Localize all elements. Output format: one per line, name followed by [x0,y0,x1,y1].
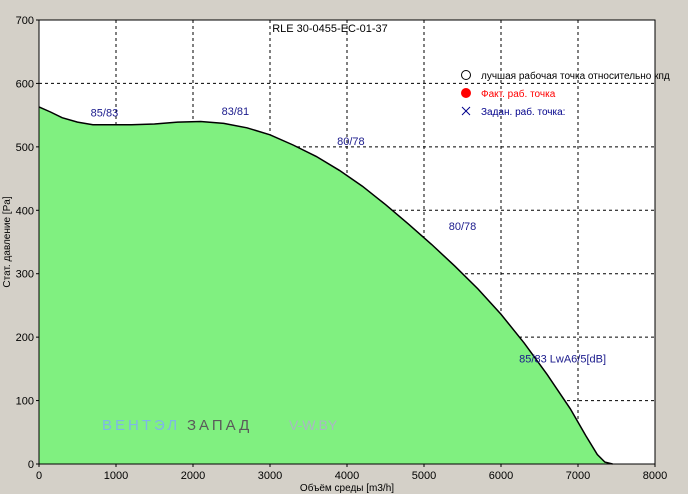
y-tick-label-5: 500 [16,142,34,154]
x-axis-label: Объём среды [m3/h] [300,482,394,494]
x-tick-label-1: 1000 [104,470,128,482]
watermark-part2: ЗАПАД [187,417,252,434]
curve-annotation-2: 80/78 [337,136,365,148]
actual-point-legend-icon [461,88,471,98]
x-tick-label-2: 2000 [181,470,205,482]
curve-annotation-1: 83/81 [222,106,250,118]
performance-curve-line [38,106,613,465]
y-tick-label-2: 200 [16,332,34,344]
x-tick-label-8: 8000 [643,470,667,482]
target-point-legend-icon [461,106,471,116]
best-point-legend-icon [461,70,471,80]
curve-annotations: 85/83 83/81 80/78 80/78 85/83 LwA6/5[dB] [91,106,606,365]
y-tick-label-6: 600 [16,78,34,90]
legend-target-point-label: Задан. раб. точка: [481,106,565,118]
y-axis-ticks: 0 100 200 300 400 500 600 700 [16,15,39,471]
legend-actual-point-label: Факт. раб. точка [481,88,556,100]
x-tick-label-7: 7000 [566,470,590,482]
watermark-part1: ВЕНТЭЛ [102,417,180,434]
curve-annotation-0: 85/83 [91,107,119,119]
watermark: ВЕНТЭЛ ЗАПАД V-W.BY [102,417,338,434]
y-axis-label: Стат. давление [Pa] [2,196,13,287]
x-tick-label-0: 0 [36,470,42,482]
y-tick-label-4: 400 [16,205,34,217]
chart-title: RLE 30-0455-EC-01-37 [272,23,388,35]
legend: лучшая рабочая точка относительно кпд Фа… [461,70,670,118]
performance-area [39,106,613,465]
y-tick-label-7: 700 [16,15,34,27]
x-tick-label-3: 3000 [258,470,282,482]
x-tick-label-4: 4000 [335,470,359,482]
watermark-part3: V-W.BY [289,417,338,433]
x-axis-ticks: 0 1000 2000 3000 4000 5000 6000 7000 8000 [36,464,667,482]
y-tick-label-0: 0 [28,459,34,471]
x-tick-label-5: 5000 [412,470,436,482]
y-tick-label-1: 100 [16,396,34,408]
x-tick-label-6: 6000 [489,470,513,482]
legend-best-point-label: лучшая рабочая точка относительно кпд [481,70,670,82]
curve-annotation-3: 80/78 [449,221,477,233]
curve-annotation-4: 85/83 LwA6/5[dB] [519,354,606,366]
y-tick-label-3: 300 [16,269,34,281]
